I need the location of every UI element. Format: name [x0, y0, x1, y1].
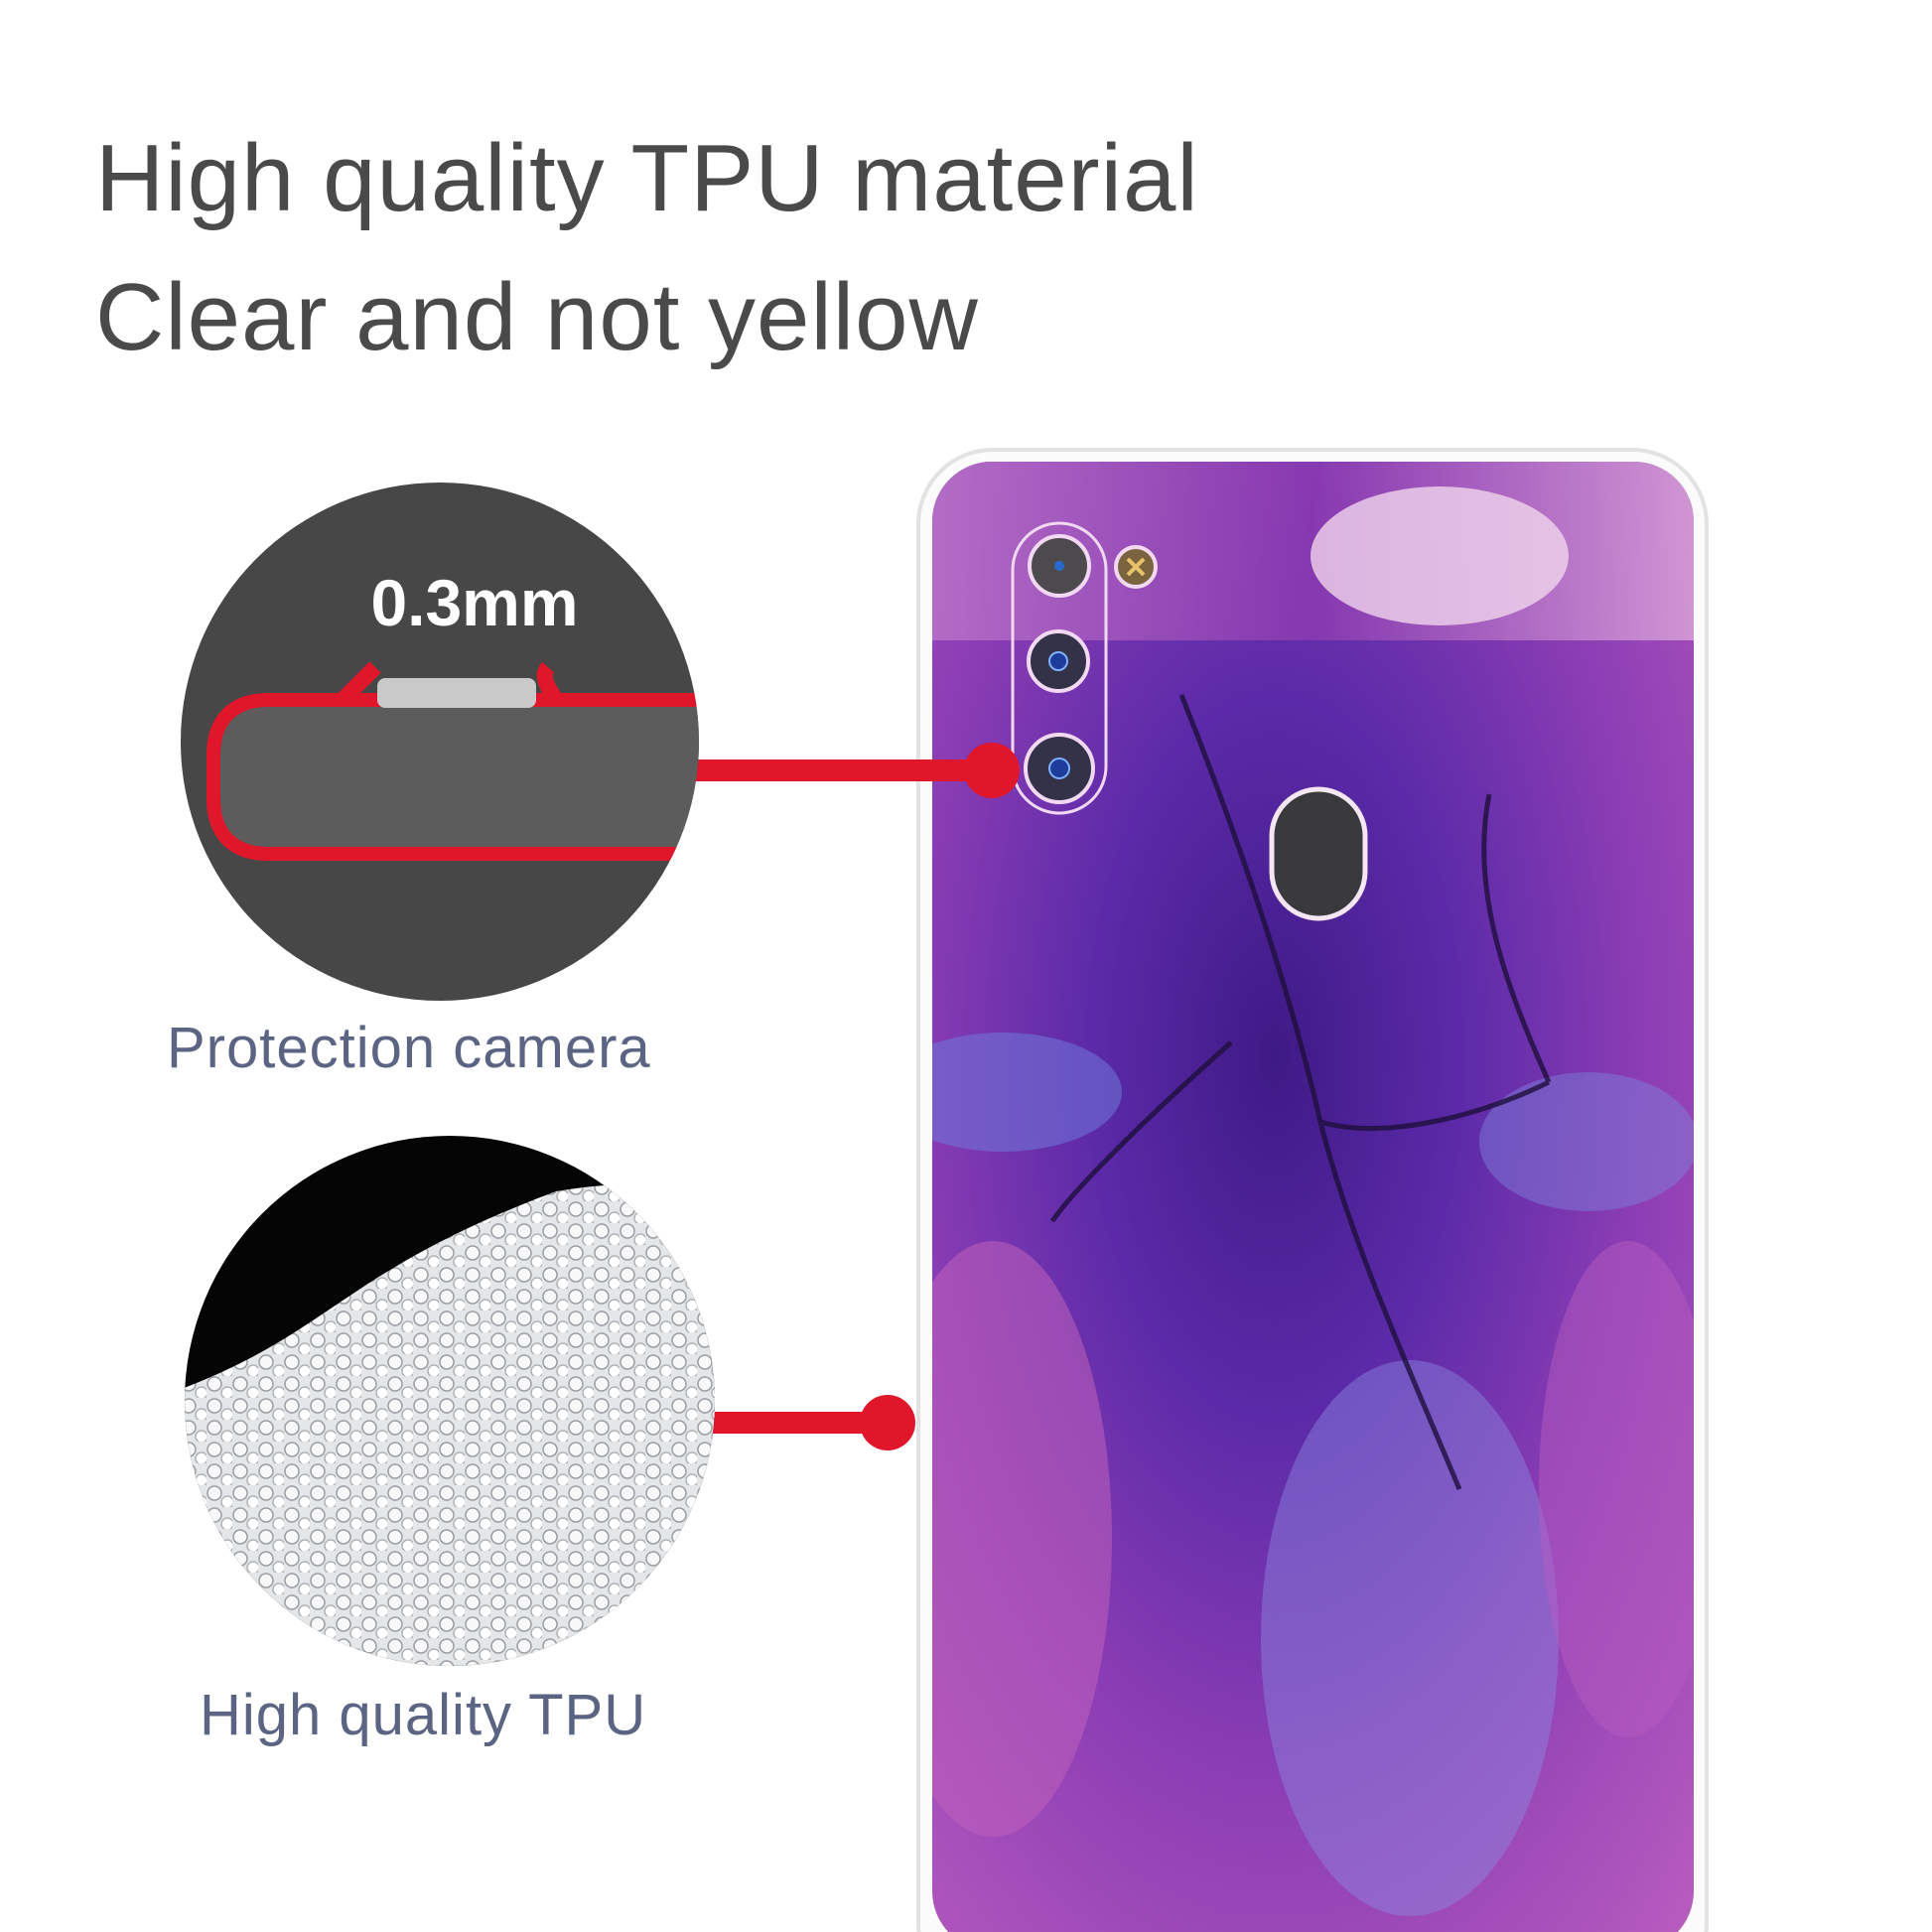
camera-lens-icon — [1027, 629, 1090, 693]
camera-lens-icon — [1028, 534, 1091, 598]
thickness-label: 0.3mm — [370, 566, 578, 639]
camera-module — [1011, 521, 1158, 815]
callout-camera-protection: 0.3mm — [181, 483, 1020, 1001]
phone-case — [916, 448, 1709, 1932]
headline-line-1: High quality TPU material — [95, 125, 1199, 231]
fingerprint-cutout — [1269, 786, 1368, 921]
callout-tpu-material — [185, 1136, 915, 1666]
caption-protection-camera: Protection camera — [167, 1016, 651, 1080]
camera-lens-icon — [1024, 733, 1095, 804]
caption-high-quality-tpu: High quality TPU — [200, 1683, 647, 1747]
headline-line-2: Clear and not yellow — [95, 264, 979, 370]
flash-icon — [1114, 545, 1158, 589]
